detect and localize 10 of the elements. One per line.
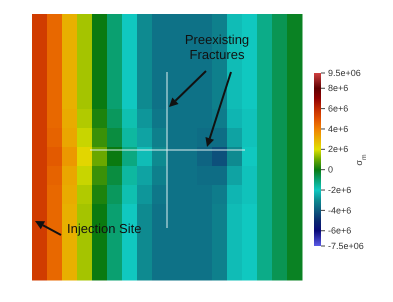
color-bar-label: -4e+6 — [328, 205, 352, 216]
color-bar-label: 8e+6 — [328, 83, 348, 94]
color-bar-label: 0 — [328, 164, 334, 175]
color-bar-label: 6e+6 — [328, 104, 348, 114]
color-bar-label: 4e+6 — [328, 124, 348, 134]
color-bar-label: -2e+6 — [328, 184, 352, 195]
color-bar-label: 9.5e+06 — [328, 68, 361, 78]
color-bar-label: -6e+6 — [328, 226, 352, 236]
color-bar-label: -7.5e+06 — [328, 240, 364, 251]
color-bar-label: 2e+6 — [328, 144, 348, 154]
